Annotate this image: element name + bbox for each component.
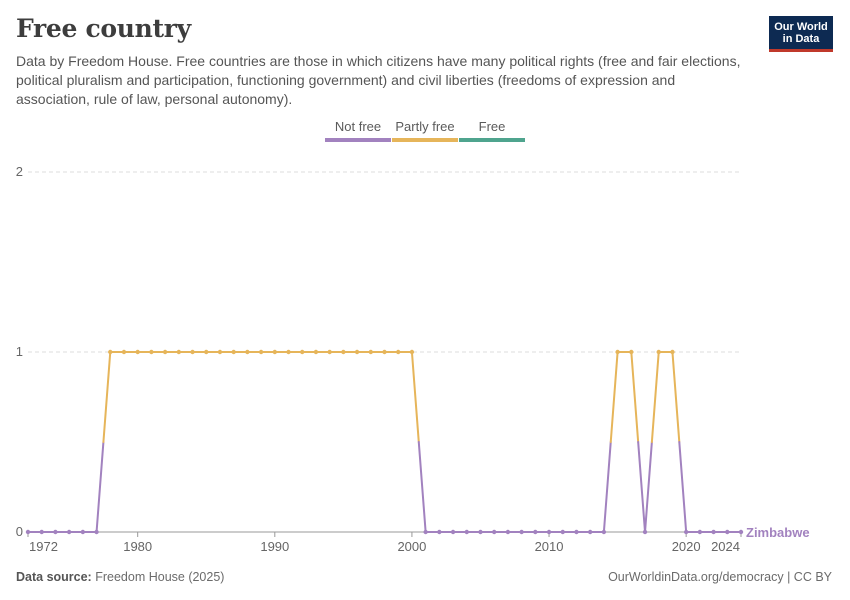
legend-label-partly-free: Partly free (395, 119, 454, 134)
legend-swatch-partly-free (392, 138, 458, 142)
data-point-1999 (396, 349, 401, 355)
data-point-1982 (162, 349, 168, 355)
line-segment (644, 441, 653, 533)
series-label-zimbabwe: Zimbabwe (746, 525, 810, 540)
data-point-1993 (313, 349, 319, 355)
line-segment (678, 441, 688, 533)
series-zimbabwe (25, 349, 744, 535)
data-point-1997 (368, 349, 373, 355)
line-segment (102, 351, 112, 443)
data-point-1996 (354, 349, 360, 355)
chart-subtitle: Data by Freedom House. Free countries ar… (16, 53, 741, 107)
data-point-2015 (615, 349, 620, 355)
data-point-1985 (204, 349, 209, 355)
data-point-1975 (66, 529, 72, 535)
data-point-1972 (25, 529, 31, 535)
data-point-2007 (505, 529, 511, 535)
legend-label-not-free: Not free (335, 119, 381, 134)
data-point-2010 (546, 529, 552, 535)
owid-logo[interactable]: Our World in Data (769, 16, 833, 52)
line-segment (410, 351, 420, 443)
x-tick-label-1990: 1990 (260, 539, 289, 554)
logo-line-2: in Data (782, 32, 820, 45)
data-point-1987 (231, 349, 236, 355)
data-point-1998 (382, 349, 387, 355)
data-point-1977 (94, 529, 99, 535)
legend-swatch-free (459, 138, 525, 142)
line-segment (630, 351, 640, 443)
line-segment (602, 441, 612, 533)
data-point-2023 (725, 529, 730, 535)
data-point-1984 (190, 349, 195, 355)
data-point-1981 (149, 349, 154, 355)
line-segment (95, 441, 105, 533)
data-point-2016 (629, 349, 634, 355)
credit-link[interactable]: OurWorldinData.org/democracy | CC BY (608, 570, 832, 584)
line-segment (671, 351, 681, 443)
data-point-2018 (656, 349, 661, 355)
y-tick-label-2: 2 (16, 164, 23, 179)
data-point-1988 (245, 349, 250, 355)
data-point-2006 (491, 529, 497, 535)
data-point-2013 (587, 529, 593, 535)
data-point-2003 (450, 529, 456, 535)
data-point-1979 (121, 349, 127, 355)
data-point-2005 (478, 529, 483, 535)
y-tick-label-0: 0 (16, 524, 23, 539)
data-point-2001 (423, 529, 428, 535)
data-point-2022 (711, 529, 716, 535)
data-point-1973 (39, 529, 44, 535)
data-source-value[interactable]: Freedom House (2025) (95, 570, 225, 584)
data-point-1995 (341, 349, 346, 355)
data-point-2000 (409, 349, 415, 355)
data-point-2024 (738, 529, 744, 535)
line-segment (650, 351, 660, 443)
data-point-1978 (108, 349, 113, 355)
chart-title: Free country (16, 14, 191, 43)
line-segment (609, 351, 619, 443)
line-chart: Not free Partly free Free 0 1 2 1972 1980 1990 20… (16, 119, 810, 554)
data-point-2020 (683, 529, 689, 535)
data-point-1980 (135, 349, 140, 355)
data-point-2009 (533, 529, 538, 535)
data-source-label: Data source: (16, 570, 92, 584)
data-point-2012 (574, 529, 579, 535)
x-tick-label-2010: 2010 (535, 539, 564, 554)
data-point-1986 (217, 349, 223, 355)
data-point-1994 (327, 349, 332, 355)
data-point-2011 (560, 529, 565, 535)
data-point-1983 (176, 349, 182, 355)
data-point-2002 (437, 529, 442, 535)
legend-swatch-not-free (325, 138, 391, 142)
data-point-1990 (272, 349, 278, 355)
data-point-1992 (300, 349, 305, 355)
data-point-1976 (80, 529, 86, 535)
data-point-1989 (258, 349, 264, 355)
data-source: Data source: Freedom House (2025) (16, 570, 224, 584)
line-segment (417, 441, 427, 533)
data-point-2014 (601, 529, 607, 535)
data-point-2008 (519, 529, 524, 535)
data-point-2017 (642, 529, 648, 535)
x-tick-label-1972: 1972 (29, 539, 58, 554)
x-tick-label-2024: 2024 (711, 539, 740, 554)
line-segment (637, 441, 647, 533)
x-tick-label-2020: 2020 (672, 539, 701, 554)
x-tick-label-2000: 2000 (397, 539, 426, 554)
data-point-1974 (53, 529, 58, 535)
data-point-2004 (464, 529, 469, 535)
data-point-2021 (697, 529, 703, 535)
data-point-2019 (670, 349, 675, 355)
logo-line-1: Our World (774, 20, 828, 33)
data-point-1991 (286, 349, 291, 355)
x-tick-label-1980: 1980 (123, 539, 152, 554)
legend-label-free: Free (479, 119, 506, 134)
y-tick-label-1: 1 (16, 344, 23, 359)
